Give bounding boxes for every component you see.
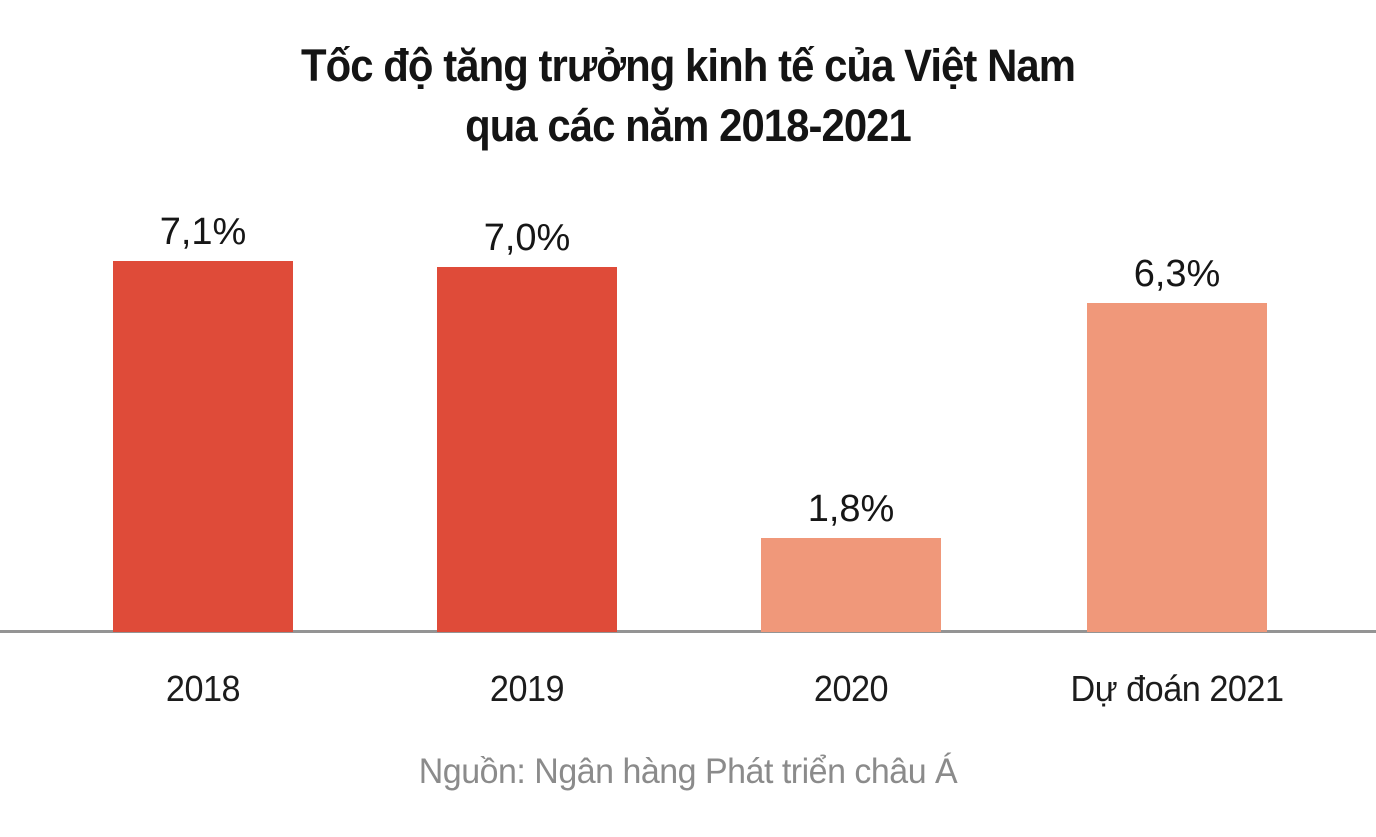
x-axis-label: 2019 [489, 668, 565, 709]
chart-title: Tốc độ tăng trưởng kinh tế của Việt Nam … [48, 36, 1328, 156]
bar-value-label: 1,8% [807, 488, 895, 530]
bar-value-label: 6,3% [1133, 253, 1221, 295]
chart-title-line1: Tốc độ tăng trưởng kinh tế của Việt Nam [300, 40, 1076, 91]
x-axis-label: 2020 [813, 668, 889, 709]
bar-value-label: 7,0% [483, 217, 571, 259]
bar [761, 538, 941, 632]
x-axis-label: 2018 [165, 668, 241, 709]
bar [113, 261, 293, 632]
bar-column-2020: 1,8% [761, 489, 941, 632]
x-axis-line [0, 630, 1376, 633]
bar-column-2019: 7,0% [437, 218, 617, 632]
chart-source: Nguồn: Ngân hàng Phát triển châu Á [418, 752, 958, 791]
bar-value-label: 7,1% [159, 211, 247, 253]
bar [437, 267, 617, 632]
chart-title-line2: qua các năm 2018-2021 [465, 100, 912, 151]
x-axis-label: Dự đoán 2021 [1070, 668, 1284, 709]
bar-column-2018: 7,1% [113, 212, 293, 632]
bar [1087, 303, 1267, 632]
bar-column-Dự đoán 2021: 6,3% [1087, 254, 1267, 632]
